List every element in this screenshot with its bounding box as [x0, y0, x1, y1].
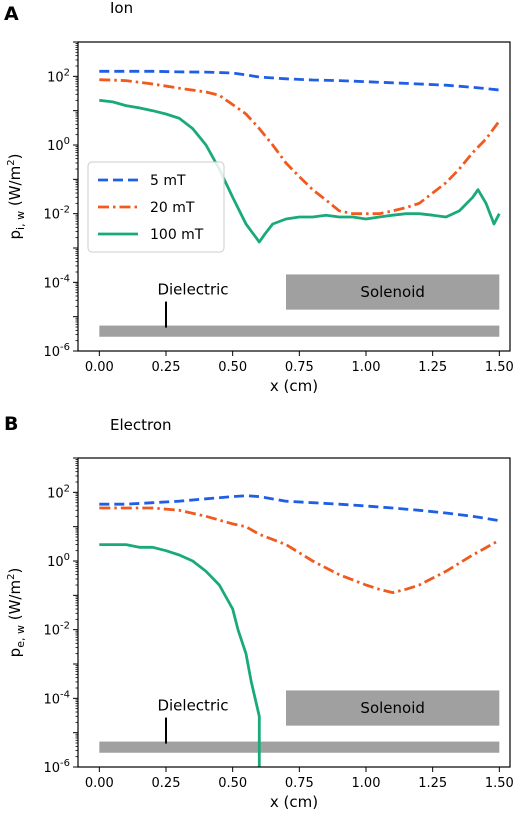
x-tick-label: 1.25 [418, 776, 447, 791]
series-line-5-mt [99, 494, 500, 522]
panel-b: B Electron Solenoid Dielectric 0.00 0.25 0.50 0… [4, 413, 514, 811]
panel-letter: A [4, 3, 19, 25]
y-tick-label: 10-4 [43, 689, 70, 707]
legend-box [87, 161, 225, 253]
dielectric-label: Dielectric [157, 697, 228, 715]
y-tick-base: 10 [47, 139, 64, 154]
y-tick-label: 102 [47, 483, 70, 501]
y-tick-exp: -6 [60, 342, 70, 353]
y-tick-exp: 2 [64, 483, 70, 494]
axes-frame [77, 41, 511, 352]
y-tick-exp: -2 [60, 621, 70, 632]
y-tick-label: 100 [47, 136, 70, 154]
x-tick-label: 1.50 [485, 776, 514, 791]
dielectric-label: Dielectric [157, 281, 228, 299]
y-axis-label-unit: (W/m [6, 580, 24, 625]
y-axis-label-close: ) [6, 568, 24, 574]
panel-letter: B [4, 413, 18, 435]
y-tick-label: 10-4 [43, 273, 70, 291]
x-tick-label: 1.00 [352, 776, 381, 791]
series-line-20-mt [99, 78, 501, 216]
x-tick-label: 0.75 [285, 776, 314, 791]
y-axis-label-close: ) [6, 154, 24, 160]
x-tick-label: 0.50 [218, 776, 247, 791]
x-tick-label: 0.75 [285, 360, 314, 375]
x-tick-label: 0.25 [152, 776, 181, 791]
y-tick-label: 10-6 [43, 758, 70, 776]
y-axis-label-main: p [6, 230, 24, 240]
y-axis-label-sup: 2 [6, 574, 17, 580]
series-line-20-mt [99, 506, 500, 594]
y-tick-label: 100 [47, 552, 70, 570]
y-axis-label-main: p [6, 648, 24, 658]
solenoid-box [286, 274, 500, 310]
x-tick-label: 1.00 [352, 360, 381, 375]
y-tick-exp: -2 [60, 205, 70, 216]
y-tick-base: 10 [43, 761, 60, 776]
panel-a: A Ion Solenoid Dielectric 0.00 0.25 0.50 0.75 1.… [4, 0, 514, 395]
y-tick-base: 10 [43, 276, 60, 291]
series-line-100-mt [99, 543, 261, 767]
x-tick-label: 0.00 [85, 776, 114, 791]
solenoid-box [286, 690, 500, 726]
y-axis-label-sub: e, w [14, 625, 27, 648]
y-tick-base: 10 [43, 208, 60, 223]
solenoid-label: Solenoid [360, 283, 424, 301]
x-tick-label: 0.25 [152, 360, 181, 375]
y-tick-exp: -4 [60, 273, 70, 284]
legend: 5 mT 20 mT 100 mT [87, 161, 225, 253]
y-tick-exp: 2 [64, 67, 70, 78]
panel-title: Ion [110, 0, 133, 17]
y-tick-label: 102 [47, 67, 70, 85]
legend-label: 100 mT [150, 227, 204, 243]
solenoid-label: Solenoid [360, 699, 424, 717]
y-tick-label: 10-6 [43, 342, 70, 360]
series-line-5-mt [99, 69, 500, 92]
x-tick-label: 0.50 [218, 360, 247, 375]
y-axis-label: pe, w (W/m2) [6, 568, 27, 658]
y-tick-exp: 0 [64, 136, 70, 147]
y-tick-base: 10 [47, 70, 64, 85]
x-tick-label: 0.00 [85, 360, 114, 375]
x-axis-label: x (cm) [270, 793, 318, 811]
y-tick-base: 10 [43, 345, 60, 360]
axes-frame [77, 457, 511, 768]
y-tick-exp: 0 [64, 552, 70, 563]
y-axis-label-sub: i, w [14, 211, 27, 230]
y-tick-exp: -4 [60, 689, 70, 700]
legend-label: 20 mT [150, 200, 195, 216]
y-tick-exp: -6 [60, 758, 70, 769]
y-axis-label-sup: 2 [6, 159, 17, 165]
series-line-100-mt [99, 98, 501, 244]
dielectric-bar [99, 741, 500, 753]
y-tick-base: 10 [43, 624, 60, 639]
panel-title: Electron [110, 416, 172, 434]
y-axis-label-unit: (W/m [6, 166, 24, 211]
dielectric-bar [99, 325, 500, 337]
y-tick-label: 10-2 [43, 621, 70, 639]
legend-label: 5 mT [150, 173, 186, 189]
y-axis-label: pi, w (W/m2) [6, 154, 27, 240]
plot-area [99, 69, 501, 337]
x-tick-label: 1.50 [485, 360, 514, 375]
y-tick-label: 10-2 [43, 205, 70, 223]
y-tick-base: 10 [47, 555, 64, 570]
plot-area [99, 494, 500, 767]
y-tick-base: 10 [47, 486, 64, 501]
x-tick-label: 1.25 [418, 360, 447, 375]
y-tick-base: 10 [43, 692, 60, 707]
x-axis-label: x (cm) [270, 377, 318, 395]
